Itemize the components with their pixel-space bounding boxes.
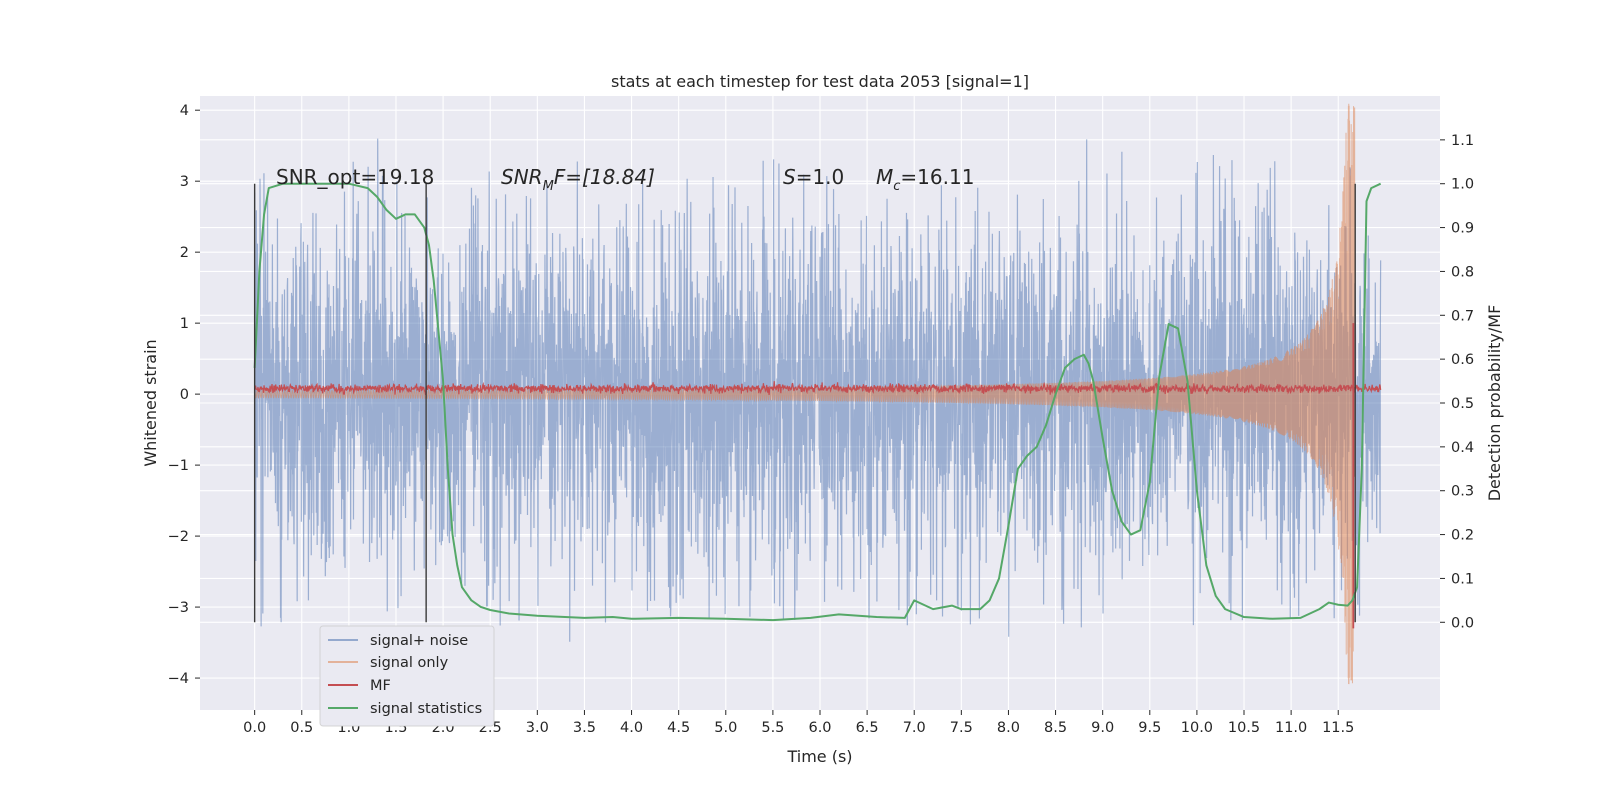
legend-label-signal-only: signal only xyxy=(370,655,449,671)
x-tick-label-9: 4.5 xyxy=(667,720,690,736)
y2-tick-label-8: 0.8 xyxy=(1451,264,1474,280)
x-tick-label-20: 10.0 xyxy=(1181,720,1213,736)
annotation-snr-mf-rest: F=[18.84] xyxy=(554,165,655,189)
annotation-snr-opt: SNR_opt=19.18 xyxy=(276,165,434,189)
series-mf xyxy=(254,381,1382,396)
y-axis-title: Whitened strain xyxy=(141,339,160,466)
y2-tick-label-10: 1.0 xyxy=(1451,177,1474,193)
y2-tick-label-11: 1.1 xyxy=(1451,133,1474,149)
x-axis-title: Time (s) xyxy=(786,747,852,766)
annotation-mc-sub: c xyxy=(893,179,900,194)
annotation-s-rest: =1.0 xyxy=(796,165,845,189)
y-tick-label-2: −2 xyxy=(168,529,189,545)
annotation-s: S=1.0 xyxy=(783,165,844,189)
x-tick-label-6: 3.0 xyxy=(526,720,549,736)
y2-tick-label-1: 0.1 xyxy=(1451,571,1474,587)
x-tick-label-12: 6.0 xyxy=(808,720,831,736)
y2-axis-ticks: 0.0 0.1 0.2 0.3 0.4 0.5 0.6 0.7 0.8 0.9 1.0 1.1 xyxy=(1440,133,1474,631)
x-tick-label-22: 11.0 xyxy=(1275,720,1307,736)
x-tick-label-7: 3.5 xyxy=(573,720,596,736)
annotation-snr-mf-sub: M xyxy=(543,179,554,194)
y2-axis-title: Detection probability/MF xyxy=(1485,305,1504,502)
y-tick-label-7: 3 xyxy=(180,174,189,190)
annotation-snr-mf: SNRMF=[18.84] xyxy=(501,165,655,194)
annotation-s-main: S xyxy=(783,165,796,189)
x-axis-ticks: 0.0 0.5 1.0 1.5 2.0 2.5 3.0 3.5 4.0 4.5 5.0 5.5 6.0 6… xyxy=(243,710,1354,736)
x-tick-label-18: 9.0 xyxy=(1091,720,1114,736)
y-tick-label-4: 0 xyxy=(180,387,189,403)
x-tick-label-8: 4.0 xyxy=(620,720,643,736)
annotation-mc-rest: =16.11 xyxy=(900,165,974,189)
x-tick-label-10: 5.0 xyxy=(714,720,737,736)
series-signal-noise xyxy=(254,138,1382,642)
y-axis-ticks: −4 −3 −2 −1 0 1 2 3 4 xyxy=(168,103,200,687)
y-tick-label-1: −3 xyxy=(168,600,189,616)
x-tick-label-16: 8.0 xyxy=(997,720,1020,736)
y2-tick-label-7: 0.7 xyxy=(1451,308,1474,324)
chart-title: stats at each timestep for test data 205… xyxy=(611,72,1029,91)
legend-label-signal-statistics: signal statistics xyxy=(370,701,482,717)
x-tick-label-0: 0.0 xyxy=(243,720,266,736)
y2-tick-label-3: 0.3 xyxy=(1451,484,1474,500)
x-tick-label-17: 8.5 xyxy=(1044,720,1067,736)
legend-label-mf: MF xyxy=(370,678,391,694)
legend: signal+ noise signal only MF signal stat… xyxy=(319,625,495,727)
annotation-mc-main: M xyxy=(876,165,893,189)
x-tick-label-15: 7.5 xyxy=(950,720,973,736)
x-tick-label-19: 9.5 xyxy=(1138,720,1161,736)
vertical-markers xyxy=(253,183,1356,623)
x-tick-label-1: 0.5 xyxy=(290,720,313,736)
legend-label-signal-noise: signal+ noise xyxy=(370,633,468,649)
y-tick-label-8: 4 xyxy=(180,103,189,119)
y-tick-label-5: 1 xyxy=(180,316,189,332)
y-tick-label-3: −1 xyxy=(168,458,189,474)
x-tick-label-23: 11.5 xyxy=(1322,720,1354,736)
y2-tick-label-0: 0.0 xyxy=(1451,615,1474,631)
legend-box xyxy=(319,625,495,727)
annotation-mc: Mc=16.11 xyxy=(876,165,974,194)
x-tick-label-13: 6.5 xyxy=(856,720,879,736)
x-tick-label-11: 5.5 xyxy=(761,720,784,736)
y2-tick-label-5: 0.5 xyxy=(1451,396,1474,412)
y2-tick-label-4: 0.4 xyxy=(1451,440,1474,456)
y2-tick-label-9: 0.9 xyxy=(1451,221,1474,237)
x-tick-label-21: 10.5 xyxy=(1228,720,1260,736)
annotations: SNR_opt=19.18 SNRMF=[18.84] S=1.0 Mc=16.… xyxy=(276,165,974,194)
y-tick-label-0: −4 xyxy=(168,671,189,687)
y2-tick-label-6: 0.6 xyxy=(1451,352,1474,368)
plot-series xyxy=(253,103,1382,685)
y2-tick-label-2: 0.2 xyxy=(1451,528,1474,544)
y-tick-label-6: 2 xyxy=(180,245,189,261)
x-tick-label-14: 7.0 xyxy=(903,720,926,736)
annotation-snr-mf-main: SNR xyxy=(501,165,543,189)
